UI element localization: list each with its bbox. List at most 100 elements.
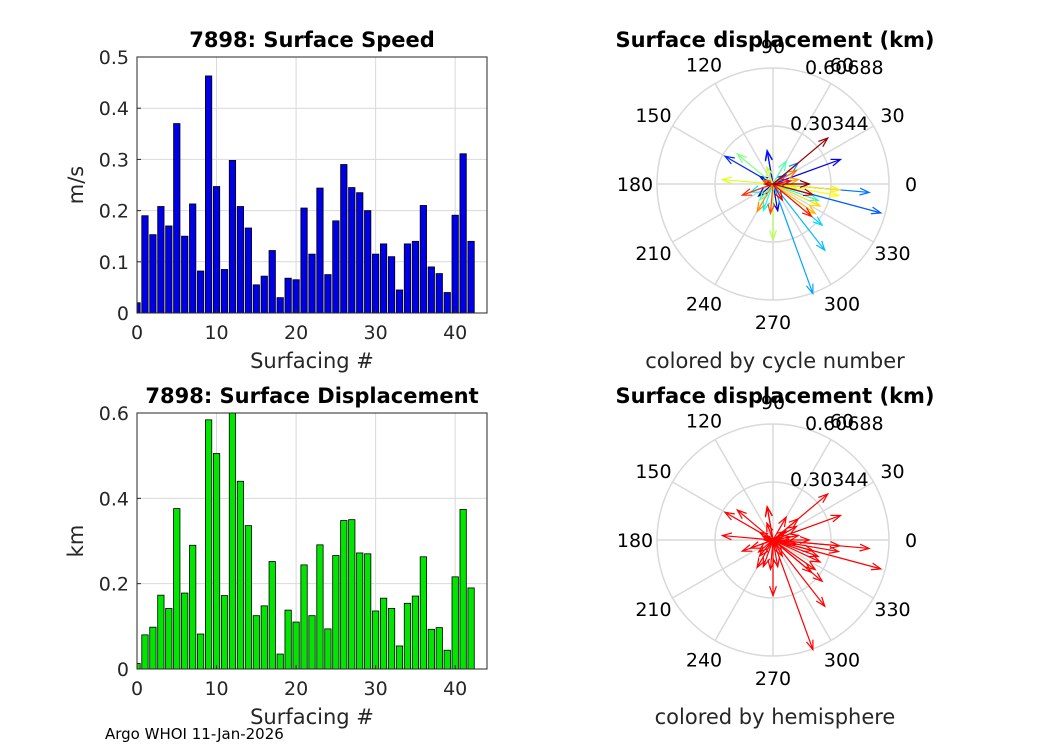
compass1-arrow-shaft	[769, 183, 774, 214]
compass2-arrow	[772, 539, 784, 558]
disp-bar	[189, 544, 197, 669]
compass2-arrow-head	[756, 557, 766, 569]
compass1-arrow-shaft	[724, 155, 774, 185]
speed-ytick-label: 0.5	[99, 47, 129, 69]
compass2-arrow	[772, 539, 814, 652]
speed-bars	[137, 75, 475, 313]
compass1-arrow	[767, 183, 776, 216]
compass1-arrow-head	[788, 177, 801, 186]
compass1-arrow	[772, 183, 814, 296]
compass1-arrow-head	[762, 181, 771, 187]
compass2-arrow-head	[818, 492, 830, 504]
speed-bar	[411, 240, 419, 313]
compass2-radius-label: 0.30344	[790, 469, 869, 491]
speed-xtick-label: 0	[131, 322, 143, 344]
compass2-arrow	[772, 492, 830, 541]
compass2-arrow-head	[829, 541, 842, 550]
compass1-radius-label: 0.30344	[790, 113, 869, 135]
compass1-angle-label: 90	[761, 36, 785, 58]
speed-bar	[189, 203, 197, 313]
speed-bar	[443, 292, 451, 313]
compass1-arrow-shaft	[736, 153, 774, 185]
speed-bar	[427, 266, 435, 313]
disp-bar	[205, 419, 213, 669]
compass2-angle-label: 90	[761, 392, 785, 414]
compass2-arrow-head	[788, 533, 801, 542]
compass2-arrow-head	[720, 532, 733, 541]
speed-bar	[149, 234, 157, 313]
compass2-arrow	[773, 536, 812, 544]
speed-bar	[364, 210, 372, 313]
compass1-arrow-shaft	[766, 166, 774, 185]
disp-bar	[236, 480, 244, 669]
compass2-angle-label: 150	[635, 461, 671, 483]
compass1-arrow	[735, 152, 774, 185]
compass1-arrow-head	[870, 206, 883, 215]
speed-bar	[348, 187, 356, 313]
compass1-arrow-head	[802, 188, 815, 197]
disp-bar	[244, 525, 252, 669]
compass1-arrow	[772, 169, 799, 185]
compass2-arrow	[764, 504, 774, 541]
speed-xtick-label: 40	[443, 322, 467, 344]
compass2-arrow	[723, 511, 774, 541]
compass2-arrow-head	[808, 549, 820, 558]
disp-ylabel: km	[64, 525, 88, 558]
compass2-arrow	[756, 539, 774, 569]
compass2-arrow	[720, 532, 774, 541]
compass2-arrow	[772, 539, 813, 574]
compass1-angle-label: 120	[686, 54, 722, 76]
compass1-arrow-head	[829, 185, 842, 194]
disp-bar	[387, 608, 396, 669]
compass1-angle-label: 240	[686, 294, 722, 316]
compass-hemisphere-chart: 0 30 60 90 120 150 180 210 240 270 300 330 0.30344 0.…	[615, 384, 934, 729]
compass1-arrow-head	[799, 180, 812, 188]
speed-bar	[356, 192, 364, 313]
compass2-radius-label: 0.60688	[805, 413, 884, 435]
compass2-arrow-head	[769, 586, 777, 598]
speed-ticks: 0 10 20 30 40 0 0.1 0.2 0.3 0.4 0.5	[99, 47, 467, 344]
compass1-arrow	[772, 159, 788, 185]
disp-title: 7898: Surface Displacement	[145, 384, 478, 408]
compass2-angle-label: 240	[686, 650, 722, 672]
compass2-angle-label: 120	[686, 410, 722, 432]
compass2-arrow-shaft	[724, 511, 774, 541]
compass1-angle-label: 210	[635, 243, 671, 265]
compass2-angle-label: 60	[830, 410, 854, 432]
compass1-angle-label: 0	[905, 174, 917, 196]
speed-bar	[141, 215, 149, 313]
footer-credit: Argo WHOI 11-Jan-2026	[105, 725, 284, 743]
speed-bar	[332, 220, 340, 313]
compass1-arrow-shaft	[772, 183, 814, 294]
compass2-arrow	[762, 537, 773, 543]
disp-bar	[340, 520, 348, 669]
compass1-arrow-shaft	[742, 183, 774, 196]
disp-bar	[419, 556, 427, 669]
compass1-angle-label: 300	[824, 294, 860, 316]
compass2-arrow-shaft	[772, 539, 814, 650]
disp-bar	[181, 592, 189, 669]
speed-bar	[197, 270, 205, 313]
speed-bar	[137, 302, 141, 313]
compass-hemisphere-arrows	[720, 492, 883, 652]
compass2-arrow-head	[870, 562, 883, 571]
disp-bar	[411, 595, 419, 669]
compass1-arrow-head	[769, 230, 777, 242]
compass2-arrow-shaft	[742, 539, 774, 552]
compass2-arrow-shaft	[759, 539, 774, 557]
speed-bar	[157, 206, 165, 313]
compass1-arrow-head	[830, 158, 843, 167]
compass-cycle-title: Surface displacement (km)	[615, 28, 934, 52]
speed-ylabel: m/s	[64, 166, 88, 204]
compass2-arrow-shaft	[772, 525, 797, 541]
speed-bar	[419, 205, 427, 313]
compass1-arrow	[762, 183, 774, 213]
compass2-arrow-head	[802, 544, 815, 553]
disp-bar	[292, 621, 300, 669]
disp-bar	[268, 561, 276, 669]
compass1-arrow	[773, 180, 812, 188]
disp-xtick-label: 10	[204, 678, 228, 700]
compass1-arrow	[772, 183, 822, 207]
disp-bar	[165, 608, 173, 669]
